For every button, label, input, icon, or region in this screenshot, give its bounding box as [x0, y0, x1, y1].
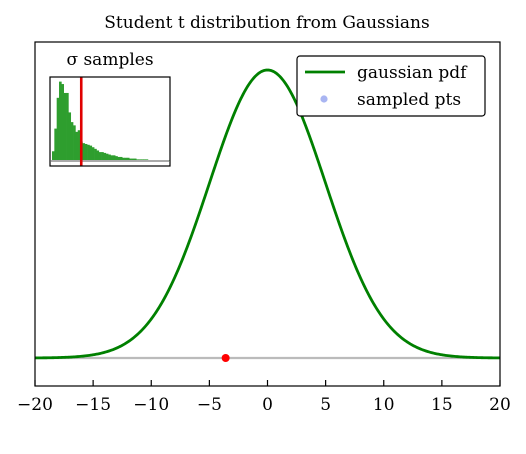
- histogram-bar: [126, 157, 130, 161]
- histogram-bar: [66, 92, 69, 161]
- histogram-bar: [108, 154, 111, 161]
- histogram-bar: [61, 84, 64, 161]
- histogram-bar: [82, 143, 86, 161]
- histogram-bar: [115, 156, 118, 161]
- x-tick-label: 10: [373, 395, 395, 415]
- histogram-bar: [77, 130, 81, 161]
- histogram-bar: [89, 145, 93, 161]
- histogram-bar: [117, 156, 121, 161]
- histogram-bar: [129, 158, 132, 161]
- series-gaussian-pdf-line: [35, 68, 500, 360]
- legend-gaussian-pdf-label: gaussian pdf: [357, 63, 468, 83]
- x-tick-label: −20: [17, 395, 53, 415]
- histogram-bar: [54, 128, 57, 161]
- histogram-bar: [98, 152, 102, 161]
- main-axes: −20 −15 −10 −5 0 5 10 15 20: [17, 41, 511, 415]
- histogram-bar: [63, 92, 67, 161]
- histogram-bar: [131, 158, 135, 161]
- histogram-bar: [122, 157, 125, 161]
- x-tick-label: −15: [75, 395, 111, 415]
- x-tick-label: −5: [197, 395, 222, 415]
- histogram-bar: [101, 152, 104, 161]
- histogram-bar: [133, 158, 137, 161]
- sigma-samples-inset: σ samples: [49, 50, 171, 167]
- histogram-bar: [87, 144, 90, 161]
- histogram-bar: [75, 131, 79, 161]
- legend-sampled-pts-label: sampled pts: [357, 90, 461, 110]
- histogram-bar: [94, 148, 97, 161]
- x-tick-label: 0: [262, 395, 273, 415]
- histogram-bar: [110, 155, 114, 161]
- histogram-bar: [96, 150, 100, 161]
- sampled-point-marker: [221, 354, 230, 362]
- inset-histogram-bars: [52, 81, 170, 161]
- histogram-bar: [59, 81, 62, 161]
- histogram-bar: [112, 155, 116, 161]
- histogram-bar: [70, 122, 74, 161]
- chart-title: Student t distribution from Gaussians: [104, 13, 429, 33]
- x-tick-label: −10: [133, 395, 169, 415]
- histogram-bar: [103, 152, 107, 161]
- histogram-bar: [124, 157, 128, 161]
- histogram-bar: [119, 156, 123, 161]
- legend: gaussian pdf sampled pts: [296, 55, 486, 117]
- histogram-bar: [73, 125, 76, 161]
- x-axis-ticks: −20 −15 −10 −5 0 5 10 15 20: [17, 380, 511, 415]
- histogram-bar: [105, 153, 109, 161]
- histogram-bar: [91, 147, 95, 161]
- legend-sampled-pts-swatch: [320, 95, 328, 103]
- x-tick-label: 20: [489, 395, 511, 415]
- inset-frame: [49, 76, 171, 167]
- histogram-bar: [56, 97, 60, 161]
- x-tick-label: 5: [320, 395, 331, 415]
- histogram-bar: [68, 112, 72, 161]
- histogram-bar: [52, 151, 55, 161]
- histogram-bar: [84, 143, 88, 161]
- x-tick-label: 15: [431, 395, 453, 415]
- inset-title: σ samples: [66, 50, 153, 70]
